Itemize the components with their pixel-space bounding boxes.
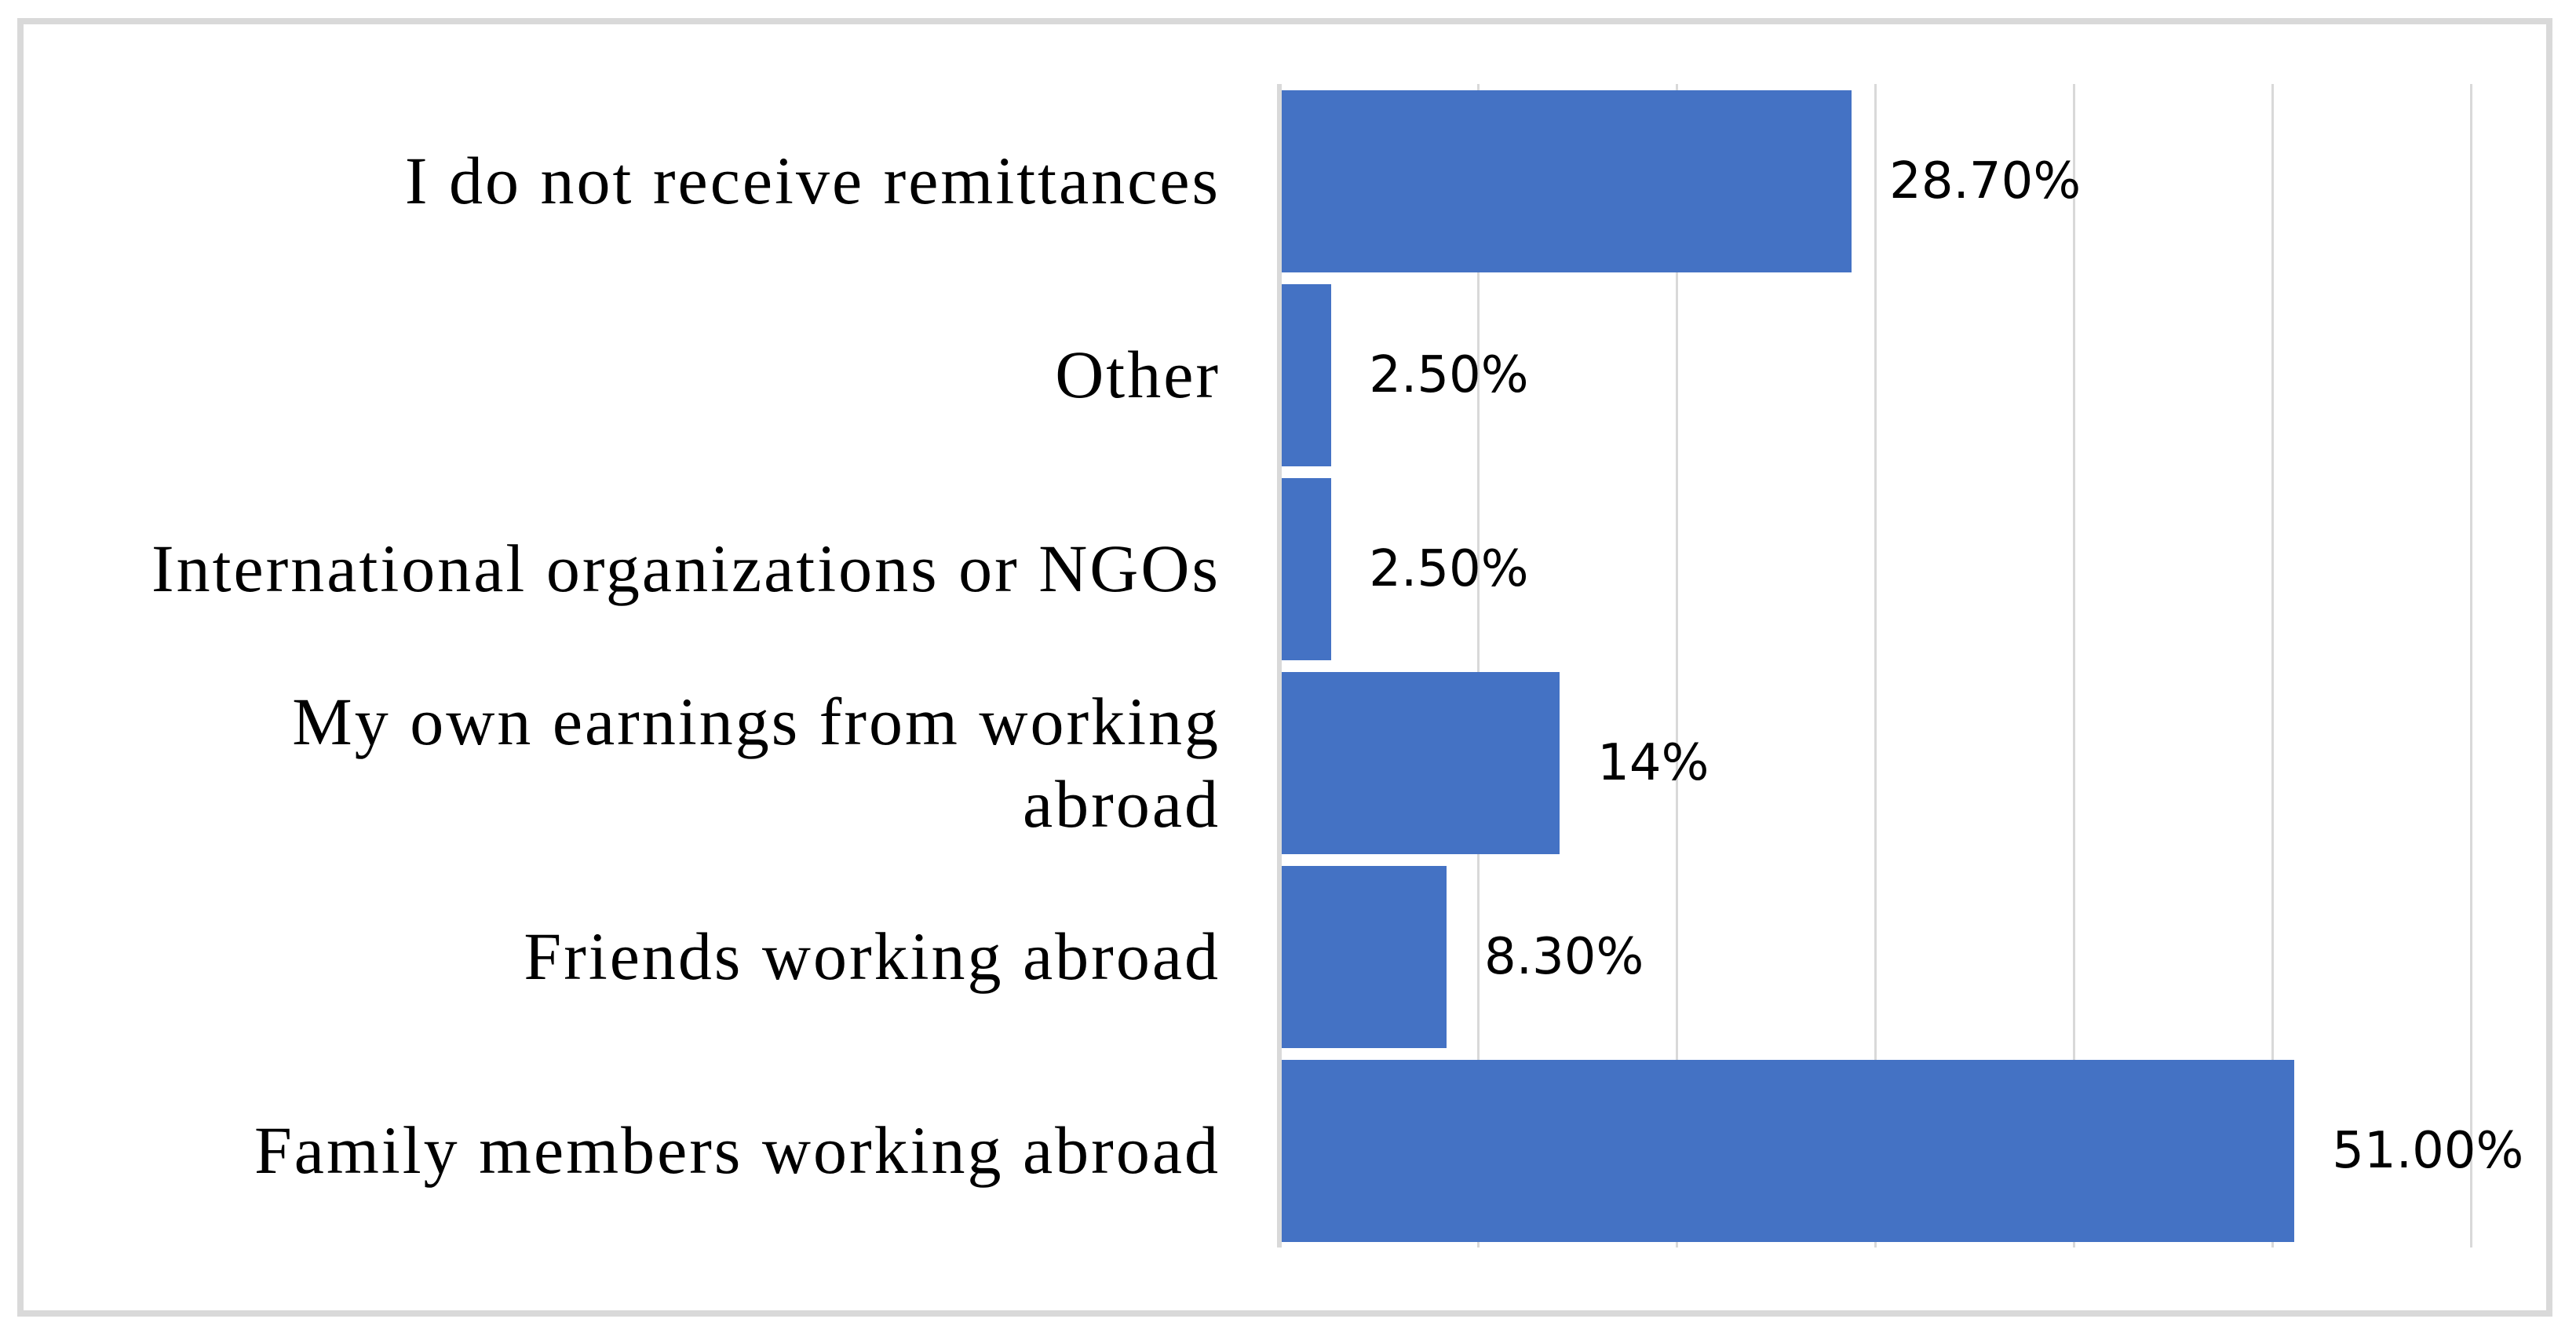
x-gridline [2072, 84, 2075, 1248]
data-label: 2.50% [1369, 345, 1529, 404]
x-gridline [1675, 84, 1678, 1248]
bar [1282, 671, 1560, 854]
bar [1282, 865, 1447, 1048]
category-axis-line [1277, 84, 1282, 1248]
x-gridline [1874, 84, 1877, 1248]
data-label: 51.00% [2332, 1121, 2524, 1180]
category-label: Other [1055, 337, 1220, 413]
category-label: International organizations or NGOs [151, 531, 1220, 607]
bar [1282, 283, 1332, 466]
data-label: 28.70% [1889, 152, 2082, 210]
bar [1282, 477, 1332, 660]
category-label: My own earnings from working abroad [292, 683, 1220, 842]
category-label: I do not receive remittances [404, 143, 1220, 219]
x-gridline [2469, 84, 2472, 1248]
bar [1282, 1059, 2295, 1242]
x-gridline [2271, 84, 2274, 1248]
data-label: 14% [1597, 733, 1709, 792]
category-label: Friends working abroad [524, 919, 1220, 995]
category-label: Family members working abroad [254, 1112, 1220, 1189]
x-gridline [1476, 84, 1480, 1248]
bar [1282, 89, 1852, 272]
data-label: 2.50% [1369, 539, 1529, 598]
data-label: 8.30% [1483, 927, 1644, 986]
